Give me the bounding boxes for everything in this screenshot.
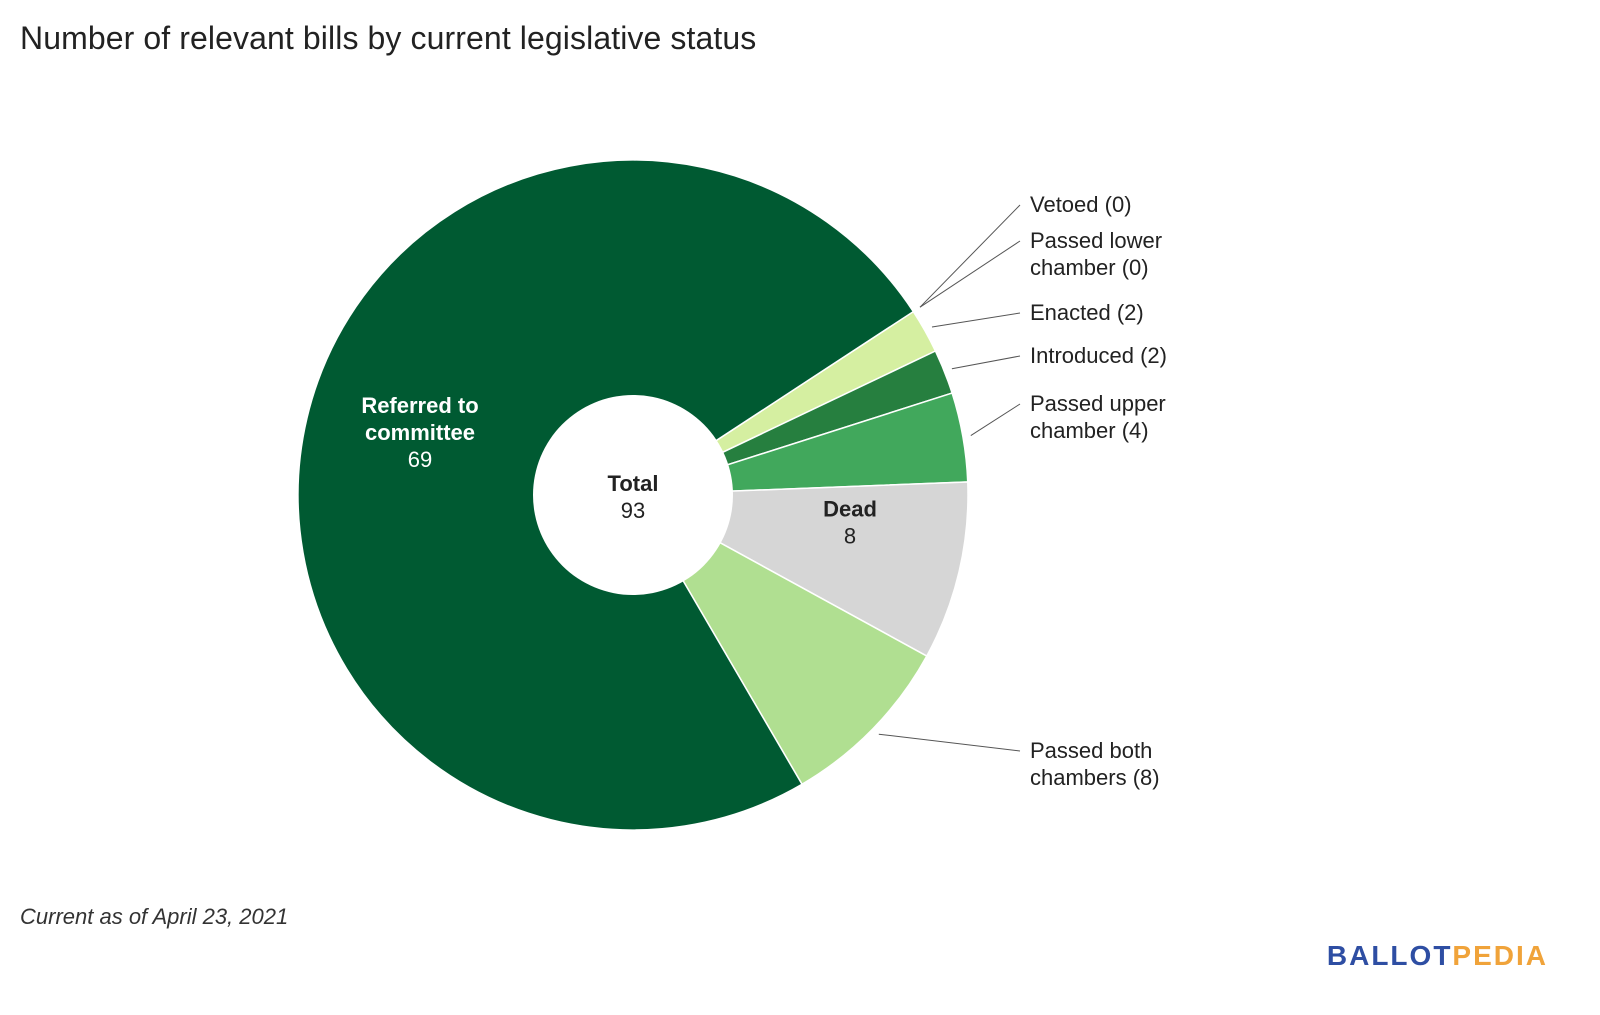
logo-part-pedia: PEDIA: [1452, 940, 1548, 971]
center-total-label: Total: [608, 471, 659, 496]
leader-line-introduced: [951, 355, 1021, 370]
label-passed-upper-chamber-line-1: chamber (4): [1030, 418, 1149, 443]
value-referred-to-committee: 69: [408, 447, 432, 472]
leader-line-passed-both-chambers: [878, 733, 1021, 752]
leader-lines-group: [878, 204, 1021, 752]
label-passed-upper-chamber-line-0: Passed upper: [1030, 391, 1166, 416]
footnote: Current as of April 23, 2021: [20, 904, 289, 929]
leader-line-enacted: [931, 312, 1021, 328]
leader-line-passed-lower-chamber: [919, 240, 1021, 308]
leader-line-vetoed: [919, 204, 1021, 308]
center-total-value: 93: [621, 498, 645, 523]
label-enacted-line-0: Enacted (2): [1030, 300, 1144, 325]
donut-hole: [533, 395, 733, 595]
label-referred-to-committee-line-0: Referred to: [361, 393, 478, 418]
label-dead-line-0: Dead: [823, 497, 877, 522]
chart-title: Number of relevant bills by current legi…: [20, 20, 757, 56]
ballotpedia-logo: BALLOTPEDIA: [1327, 940, 1548, 972]
label-passed-lower-chamber-line-0: Passed lower: [1030, 228, 1162, 253]
label-passed-lower-chamber-line-1: chamber (0): [1030, 255, 1149, 280]
label-introduced-line-0: Introduced (2): [1030, 343, 1167, 368]
label-vetoed-line-0: Vetoed (0): [1030, 192, 1132, 217]
label-passed-both-chambers-line-1: chambers (8): [1030, 765, 1160, 790]
label-referred-to-committee-line-1: committee: [365, 420, 475, 445]
slice-passed-both-chambers: [630, 493, 928, 786]
leader-line-passed-upper-chamber: [970, 403, 1021, 437]
logo-part-ballot: BALLOT: [1326, 940, 1453, 971]
label-passed-both-chambers-line-0: Passed both: [1030, 738, 1152, 763]
value-dead: 8: [844, 524, 856, 549]
